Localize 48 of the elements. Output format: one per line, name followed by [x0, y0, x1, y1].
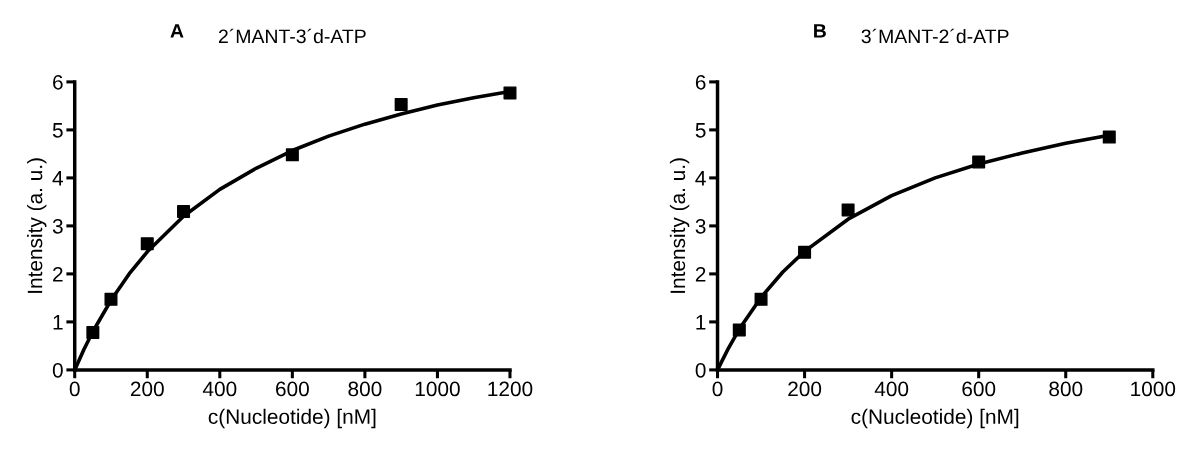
point — [732, 323, 746, 337]
y-tick-label: 5 — [695, 123, 706, 138]
point — [503, 86, 517, 100]
y-tick-label: 3 — [695, 218, 706, 234]
y-tick-label: 2 — [695, 266, 706, 282]
text: A — [170, 24, 184, 38]
x-tick-label: 800 — [348, 381, 382, 397]
x-tick-label: 1000 — [1131, 381, 1176, 397]
text: B — [814, 24, 826, 38]
x-tick-label: 1000 — [415, 381, 460, 397]
x-tick-label: 200 — [130, 381, 164, 397]
x-tick-label: 600 — [276, 381, 309, 397]
x-axis-title: c(Nucleotide) [nM] — [208, 408, 376, 429]
chart-title: 2´MANT-3´d-ATP — [218, 28, 366, 44]
point — [394, 97, 408, 111]
x-tick-label: 600 — [962, 381, 996, 397]
point — [140, 237, 154, 251]
point — [104, 292, 118, 306]
y-tick-label: 4 — [695, 171, 706, 186]
x-tick-label: 400 — [874, 381, 909, 397]
y-tick-label: 4 — [52, 171, 63, 186]
x-tick-label: 0 — [712, 381, 723, 397]
point — [285, 148, 299, 162]
point — [86, 325, 100, 339]
x-tick-label: 200 — [788, 381, 822, 397]
x-tick-label: 0 — [69, 381, 80, 397]
point — [798, 245, 812, 259]
x-tick-label: 800 — [1049, 381, 1083, 397]
point — [1102, 130, 1116, 144]
y-tick-label: 0 — [52, 362, 63, 378]
y-tick-label: 6 — [695, 74, 706, 90]
chart-title: 3´MANT-2´d-ATP — [861, 28, 1009, 44]
y-tick-label: 5 — [52, 123, 63, 138]
point — [972, 155, 986, 169]
y-axis-title: Intensity (a. u.) — [669, 158, 690, 293]
y-axis-title: Intensity (a. u.) — [27, 158, 47, 293]
x-axis-title: c(Nucleotide) [nM] — [851, 408, 1019, 429]
y-tick-label: 2 — [53, 266, 63, 282]
point — [841, 203, 855, 217]
point — [754, 292, 768, 306]
y-tick-label: 1 — [696, 315, 706, 330]
y-tick-label: 3 — [52, 218, 63, 234]
y-tick-label: 0 — [695, 362, 706, 378]
x-tick-label: 1200 — [488, 381, 533, 397]
y-tick-label: 6 — [53, 74, 63, 90]
point — [177, 204, 191, 219]
y-tick-label: 1 — [53, 315, 63, 330]
x-tick-label: 400 — [202, 381, 237, 397]
